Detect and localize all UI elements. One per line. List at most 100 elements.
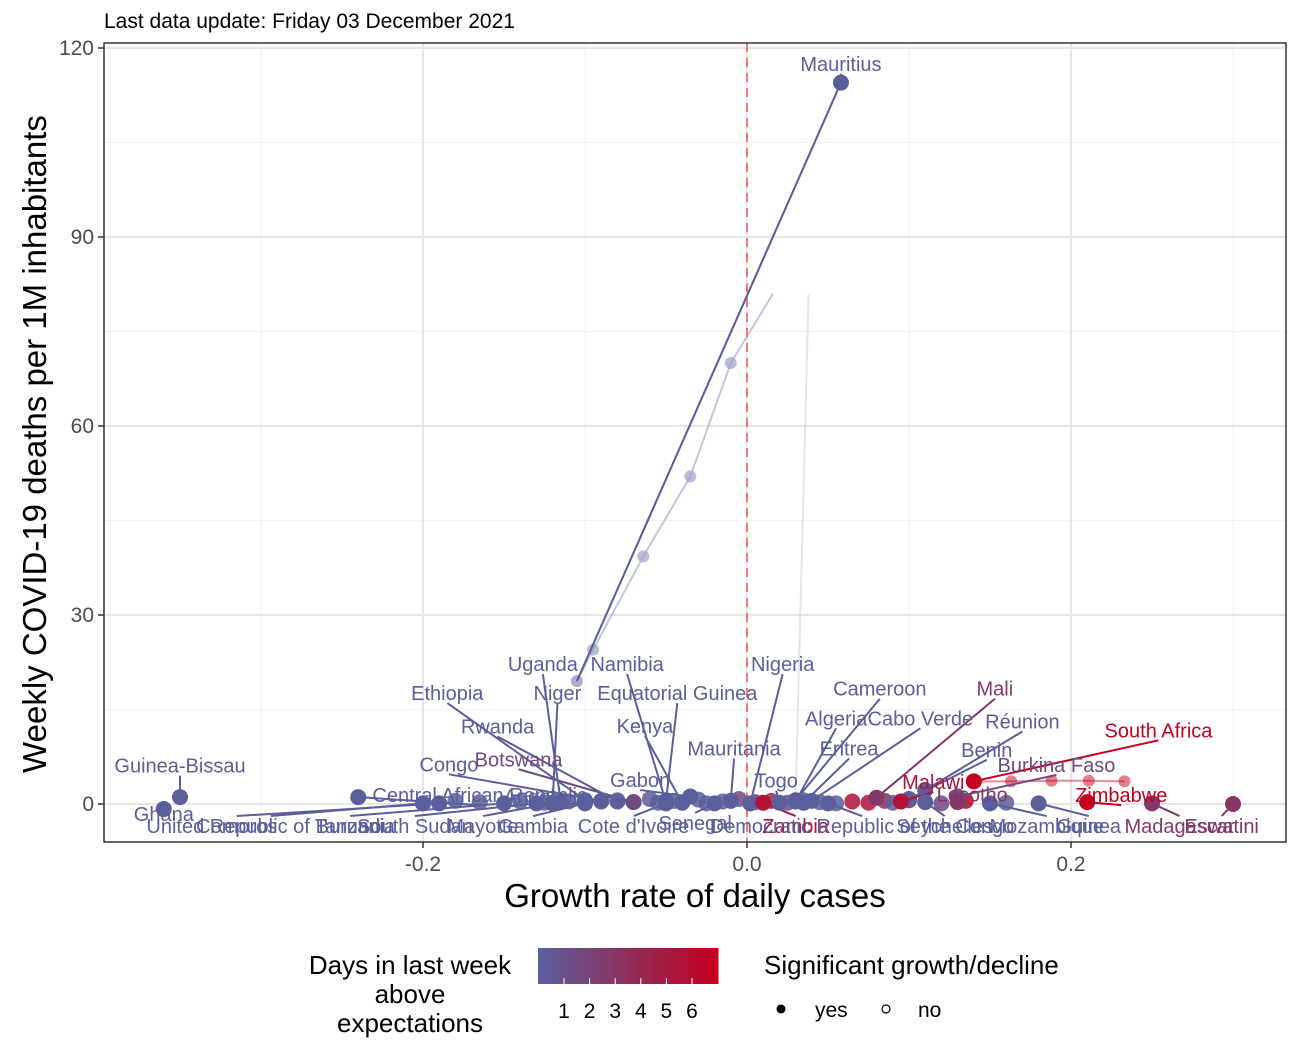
point-label: Comoros [196,816,277,838]
y-tick-label: 90 [71,226,94,249]
point-label: Burundi [316,816,385,838]
point-label: Rwanda [461,717,535,739]
point-label: South Sudan [357,816,473,838]
point-label: Democratic Republic of the Congo [710,816,1015,838]
point-label: Senegal [658,813,731,835]
trail-point [1118,775,1131,788]
data-point [1030,795,1047,812]
data-point [155,801,172,818]
label-leader-line [665,703,679,801]
data-point [933,795,950,812]
data-point [982,795,998,812]
point-label: Cote d'Ivoire [578,816,690,838]
legend-gradient-band [643,948,651,984]
point-label: Niger [534,683,582,705]
legend-gradient-band [605,948,614,984]
y-axis-label: Weekly COVID-19 deaths per 1M inhabitant… [16,115,53,773]
legend-gradient-band [710,948,719,984]
point-label: Zimbabwe [1075,785,1167,807]
legend-gradient-band [545,948,554,984]
label-leader-line [924,730,1023,791]
legend-gradient-band [703,948,711,984]
legend-gradient-band [598,948,606,984]
data-point [658,795,674,812]
legend-gradient-band [538,948,546,984]
point-label: Mali [977,679,1014,701]
x-axis-label: Growth rate of daily cases [504,877,886,914]
data-point [415,795,431,812]
label-leader-line [811,727,921,802]
label-leader-line [875,697,996,799]
y-tick-label: 30 [71,604,94,627]
point-label: Mozambique [989,816,1104,838]
label-leader-line [973,739,1159,783]
point-label: Eswatini [1184,816,1258,838]
legend-shape-no-marker [881,1004,891,1014]
point-label: Gabon [610,770,670,792]
legend-color-tick-label: 3 [609,1000,621,1023]
x-tick-label: -0.2 [405,853,441,876]
label-leader-line [448,773,602,802]
data-point [965,773,982,790]
country-trail [575,82,842,682]
data-point [755,794,772,811]
legend-color-tick-label: 6 [686,1000,698,1023]
point-label: Gambia [498,816,569,838]
legend-gradient-band [658,948,666,984]
label-leader-line [541,674,562,802]
point-label: Benin [961,740,1012,762]
data-point [706,795,723,812]
label-leader-line [497,735,618,803]
point-label: Mauritania [687,739,781,761]
history-point [637,550,650,563]
label-leader-line [989,802,1047,818]
history-point [684,470,697,483]
legend-shape-label: yes [815,999,848,1022]
point-label: Guinea-Bissau [114,756,245,778]
label-leader-line [1038,802,1090,818]
data-layer: Mauritius Guinea-Bissau Ghana Central Afric… [114,54,1258,838]
point-label: South Africa [1105,720,1214,742]
legend-gradient-band [680,948,689,984]
point-label: Seychelles [896,816,993,838]
legend-gradient-band [620,948,629,984]
legend-gradient-band [568,948,576,984]
data-point [577,795,593,812]
data-point [722,792,739,809]
point-label: Réunion [985,711,1060,733]
trail-point [1045,774,1058,787]
legend-gradient-band [665,948,674,984]
legend-color-tick-label: 4 [635,1000,647,1023]
legend-shape-title: Significant growth/decline [764,950,1059,980]
data-point [350,789,367,806]
label-leader-line [446,702,586,802]
label-leader-line [644,735,684,804]
plot-area: Mauritius Guinea-Bissau Ghana Central Afric… [59,37,1287,876]
data-point [917,794,934,811]
point-label: Mayotte [447,816,518,838]
history-point [724,357,737,369]
x-tick-label: 0.0 [732,853,761,876]
data-point [609,793,626,810]
legend-gradient-band [650,948,659,984]
data-point [892,793,909,810]
data-point [447,792,464,809]
label-leader-line [908,758,988,800]
legend-gradient-band [583,948,591,984]
legend-color-title: Days in last week [309,950,512,980]
label-leader-line [794,727,837,802]
x-tick-label: 0.2 [1056,853,1085,876]
point-label: Uganda [508,654,579,676]
point-label: Eritrea [820,739,880,761]
legend-gradient-band [590,948,599,984]
label-leader-line [957,773,1057,798]
label-leader-line [794,698,881,801]
trail-point [1082,774,1095,787]
data-point [795,794,812,811]
point-label: Zambia [762,816,830,838]
legend-gradient-band [635,948,644,984]
legend-gradient-band [560,948,569,984]
legend-color-tick-label: 2 [584,1000,596,1023]
data-point [868,789,885,806]
